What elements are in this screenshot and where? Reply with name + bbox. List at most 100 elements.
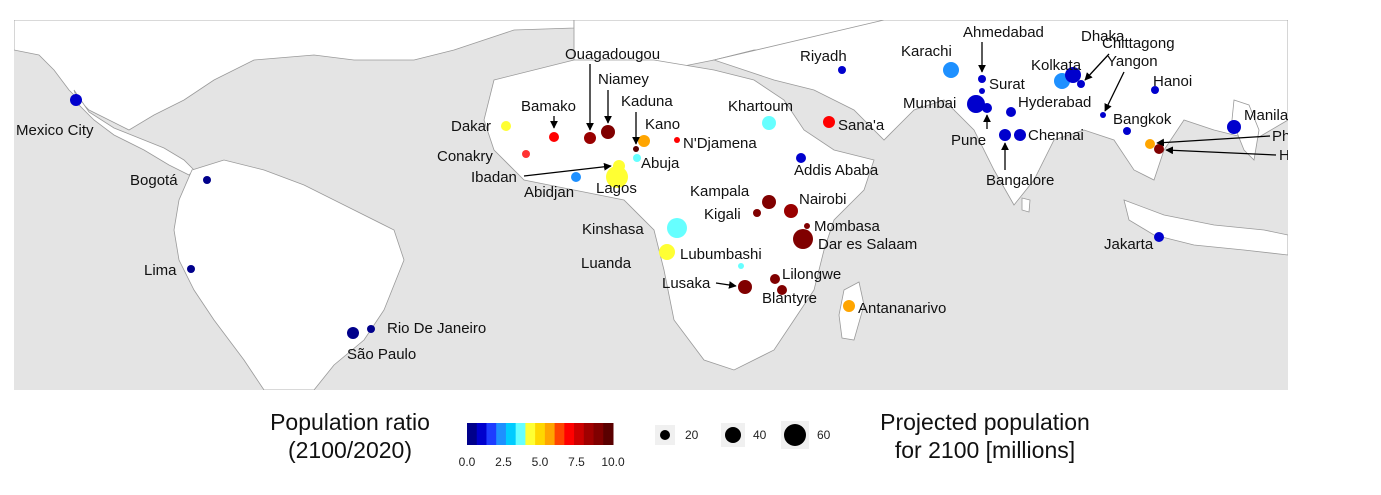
size-legend-label-20: 20 <box>685 428 699 442</box>
city-marker-nairobi <box>784 204 798 218</box>
city-label-niamey: Niamey <box>598 71 649 88</box>
city-label-phnom-penh: Phnom Penh <box>1272 128 1288 145</box>
city-marker-antananarivo <box>843 300 855 312</box>
color-bar-segment <box>515 423 526 445</box>
color-bar-segment <box>603 423 614 445</box>
population-legend-title-line2: for 2100 [millions] <box>894 437 1076 463</box>
color-bar-segment <box>564 423 575 445</box>
city-marker-n-djamena <box>674 137 680 143</box>
city-label-lusaka: Lusaka <box>662 275 711 292</box>
city-label-kampala: Kampala <box>690 183 750 200</box>
city-marker-dhaka <box>1065 67 1081 83</box>
size-legend: 20 40 60 <box>655 421 831 449</box>
map-panel: Mexico City Bogotá Lima Rio De Janeiro São P… <box>14 20 1288 390</box>
city-label-ahmedabad: Ahmedabad <box>963 24 1044 41</box>
color-bar-tick-label: 2.5 <box>495 455 512 469</box>
city-label-mombasa: Mombasa <box>814 218 881 235</box>
size-legend-circle-40 <box>725 427 741 443</box>
city-label-ibadan: Ibadan <box>471 169 517 186</box>
city-label-chittagong: Chittagong <box>1102 35 1175 52</box>
city-marker-lilongwe <box>770 274 780 284</box>
city-label-mumbai: Mumbai <box>903 95 956 112</box>
city-label-bamako: Bamako <box>521 98 576 115</box>
city-marker-kampala <box>762 195 776 209</box>
size-legend-label-60: 60 <box>817 428 831 442</box>
city-marker-karachi <box>943 62 959 78</box>
color-bar-tick-label: 0.0 <box>459 455 476 469</box>
color-bar-segment <box>535 423 546 445</box>
city-label-surat: Surat <box>989 76 1026 93</box>
color-bar-segment <box>496 423 507 445</box>
label-arrow-yangon <box>1104 71 1125 112</box>
color-bar <box>467 423 614 445</box>
color-bar-segment <box>544 423 556 445</box>
city-marker-kano <box>638 135 650 147</box>
city-label-abuja: Abuja <box>641 155 680 172</box>
city-label-lagos: Lagos <box>596 180 637 197</box>
ratio-legend-title-line1: Population ratio <box>270 409 430 435</box>
city-marker-bangkok <box>1123 127 1131 135</box>
city-label-abidjan: Abidjan <box>524 184 574 201</box>
city-marker-sana-a <box>823 116 835 128</box>
city-label-n-djamena: N'Djamena <box>683 135 757 152</box>
city-marker-surat <box>979 88 985 94</box>
city-marker-lima <box>187 265 195 273</box>
ratio-legend-title-line2: (2100/2020) <box>287 437 413 463</box>
color-bar-segment <box>505 423 517 445</box>
label-arrow-chittagong <box>1084 53 1110 81</box>
city-label-lubumbashi: Lubumbashi <box>680 246 762 263</box>
city-marker-khartoum <box>762 116 776 130</box>
city-label-bogota: Bogotá <box>130 172 178 189</box>
size-legend-circle-20 <box>660 430 670 440</box>
color-bar-tick-label: 10.0 <box>601 455 625 469</box>
city-label-pune: Pune <box>951 132 986 149</box>
city-label-dhaka: Dhaka <box>1081 28 1125 45</box>
color-bar-segment <box>486 423 497 445</box>
city-marker-dakar <box>501 121 511 131</box>
color-bar-tick-label: 7.5 <box>568 455 585 469</box>
city-label-dar-es-salaam: Dar es Salaam <box>818 236 917 253</box>
city-label-antananarivo: Antananarivo <box>858 300 946 317</box>
land-masses <box>14 20 1288 390</box>
city-label-manila: Manila <box>1244 107 1288 124</box>
city-marker-dar-es-salaam <box>793 229 813 249</box>
city-label-lilongwe: Lilongwe <box>782 266 841 283</box>
world-map: Mexico City Bogotá Lima Rio De Janeiro São P… <box>14 20 1288 390</box>
size-legend-label-40: 40 <box>753 428 767 442</box>
color-bar-segment <box>476 423 487 445</box>
city-label-lima: Lima <box>144 262 177 279</box>
city-label-bangalore: Bangalore <box>986 172 1054 189</box>
color-bar-segment <box>574 423 585 445</box>
label-arrow-lusaka <box>715 281 737 289</box>
color-bar-ticks: 0.0 2.5 5.0 7.5 10.0 <box>459 455 625 469</box>
city-marker-kigali <box>753 209 761 217</box>
population-legend-title-line1: Projected population <box>880 409 1090 435</box>
city-marker-lusaka <box>738 280 752 294</box>
city-marker-chennai <box>1014 129 1026 141</box>
city-marker-chittagong <box>1077 80 1085 88</box>
city-marker-conakry <box>522 150 530 158</box>
city-marker-mombasa <box>804 223 810 229</box>
city-label-hyderabad: Hyderabad <box>1018 94 1091 111</box>
city-markers <box>70 62 1241 339</box>
city-label-bangkok: Bangkok <box>1113 111 1172 128</box>
city-label-luanda: Luanda <box>581 255 632 272</box>
city-marker-phnom-penh <box>1145 139 1155 149</box>
city-marker-mexico-city <box>70 94 82 106</box>
city-label-kigali: Kigali <box>704 206 741 223</box>
city-marker-blantyre <box>777 285 787 295</box>
city-marker-pune <box>982 103 992 113</box>
city-label-dakar: Dakar <box>451 118 491 135</box>
land-indonesia <box>1123 199 1288 256</box>
city-marker-hyderabad <box>1006 107 1016 117</box>
city-marker-jakarta <box>1154 232 1164 242</box>
city-marker-bamako <box>549 132 559 142</box>
city-label-blantyre: Blantyre <box>762 290 817 307</box>
city-marker-niamey <box>601 125 615 139</box>
city-marker-mumbai <box>967 95 985 113</box>
city-label-mexico-city: Mexico City <box>16 122 94 139</box>
city-label-karachi: Karachi <box>901 43 952 60</box>
city-marker-addis-ababa <box>796 153 806 163</box>
city-marker-sao-paulo <box>347 327 359 339</box>
city-label-nairobi: Nairobi <box>799 191 847 208</box>
